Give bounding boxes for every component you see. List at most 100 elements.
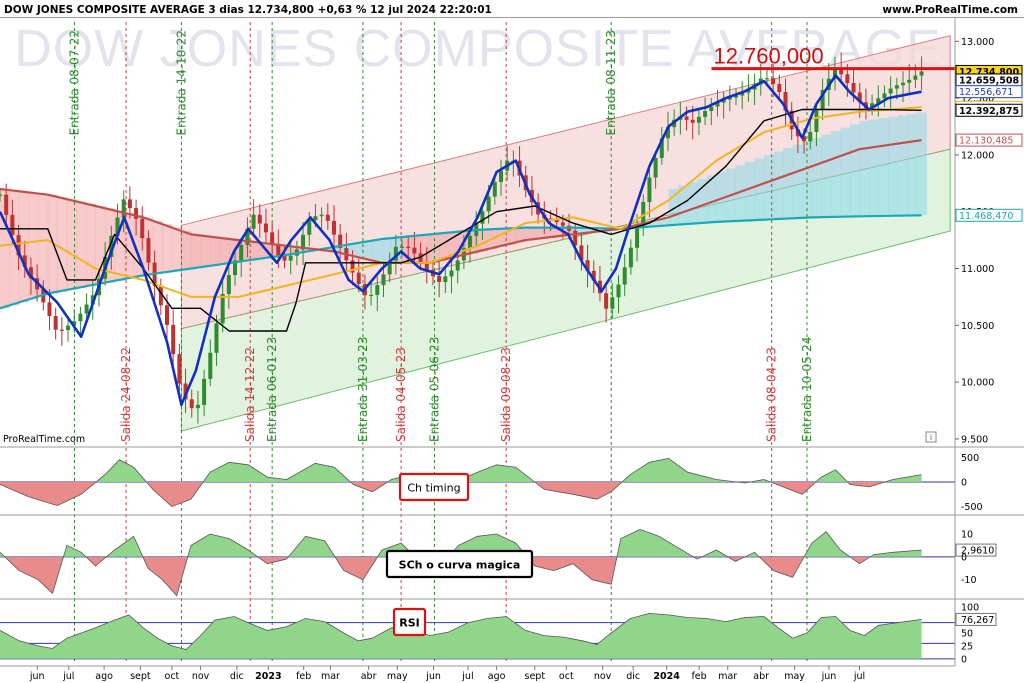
price-box: 12.659,508 <box>955 73 1023 87</box>
site-credit[interactable]: www.ProRealTime.com <box>882 4 1018 16</box>
candle-body <box>771 78 776 85</box>
time-tick-label: abr <box>753 671 769 682</box>
cloud-segment <box>38 193 49 297</box>
cloud-segment <box>878 118 889 216</box>
candle-body <box>870 103 875 109</box>
price-panel: 12.760,000 <box>0 44 955 424</box>
rsi-label: RSI <box>399 617 420 630</box>
positive-area <box>0 458 922 482</box>
price-box-frame <box>955 103 1023 117</box>
candle-body <box>591 270 596 281</box>
time-tick-label: may <box>387 671 408 682</box>
cloud-segment <box>506 228 517 245</box>
cloud-segment <box>687 182 698 224</box>
blue-smoothed-line <box>0 74 922 407</box>
signal-label: Entrada 08-11-23 <box>604 30 618 135</box>
cloud-segment <box>649 221 660 227</box>
candle-body <box>498 170 503 182</box>
candle-body <box>665 127 670 139</box>
cloud-segment <box>668 188 679 226</box>
candle-body <box>894 85 899 89</box>
candle-body <box>888 88 893 94</box>
candle-body <box>690 119 695 123</box>
candle-body <box>400 246 405 248</box>
time-tick-label: 2024 <box>653 671 680 682</box>
cloud-segment <box>210 236 221 266</box>
time-tick-label: sept <box>525 671 546 682</box>
candle-body <box>331 220 336 235</box>
cloud-segment <box>496 228 507 247</box>
candle-body <box>560 222 565 226</box>
signal-label: Entrada 14-10-22 <box>174 30 188 135</box>
cloud-segment <box>343 245 354 254</box>
time-tick-label: dic <box>626 671 640 682</box>
candle-body <box>134 208 139 219</box>
cloud-segment <box>783 148 794 219</box>
cloud-segment <box>544 227 555 238</box>
candle-body <box>802 136 807 142</box>
cloud-segment <box>849 124 860 217</box>
candle-body <box>746 89 751 93</box>
candle-body <box>734 95 739 98</box>
candle-body <box>727 97 732 100</box>
candle-body <box>882 93 887 99</box>
candle-body <box>127 199 132 209</box>
candle-body <box>66 325 71 331</box>
cloud-segment <box>448 232 459 259</box>
candle-body <box>635 226 640 248</box>
cloud-segment <box>582 227 593 234</box>
candle-body <box>406 246 411 248</box>
cloud-segment <box>19 191 30 303</box>
candle-body <box>449 270 454 277</box>
indicator-tick-label: 0 <box>961 478 967 489</box>
time-tick-label: feb <box>691 671 706 682</box>
candle-body <box>109 235 114 257</box>
positive-area <box>0 529 922 557</box>
signal-label: Salida 24-08-22 <box>119 347 133 442</box>
signal-label: Salida 04-05-23 <box>394 347 408 442</box>
cloud-segment <box>830 131 841 217</box>
cloud-segment <box>764 154 775 220</box>
prorealtime-credit: ProRealTime.com <box>3 434 85 445</box>
candle-body <box>492 181 497 197</box>
cloud-segment <box>152 220 163 274</box>
price-tick-label: 12.000 <box>961 150 994 161</box>
price-box: 12.130,485 <box>955 133 1023 147</box>
indicator-tick-label: 0 <box>961 654 967 665</box>
candle-body <box>28 267 33 279</box>
cloud-segment <box>57 196 68 292</box>
signal-label: Salida 08-04-23 <box>765 347 779 442</box>
candle-body <box>585 260 590 271</box>
cloud-segment <box>95 206 106 285</box>
candle-body <box>610 297 615 309</box>
time-tick-label: jul <box>853 671 865 682</box>
indicator-tick-label: 500 <box>961 453 979 464</box>
magic-curve-label: SCh o curva magica <box>399 559 521 572</box>
candle-body <box>338 234 343 249</box>
candle-body <box>257 214 262 224</box>
right-axis: 13.00012.50012.00011.50011.00010.50010.0… <box>954 18 1023 666</box>
candle-body <box>764 78 769 80</box>
cloud-segment <box>563 227 574 236</box>
cloud-segment <box>353 243 364 257</box>
cloud-segment <box>114 210 125 281</box>
candle-body <box>171 324 176 355</box>
candle-body <box>696 116 701 123</box>
info-icon[interactable]: i <box>925 431 937 443</box>
indicator-tick-label: 2,9610 <box>961 546 994 557</box>
candle-body <box>387 260 392 275</box>
candle-body <box>375 285 380 295</box>
candle-body <box>282 256 287 261</box>
candle-body <box>208 352 213 379</box>
time-axis: jun jul ago sept oct nov dic 2023 feb mar abr may ju… <box>0 665 955 682</box>
cloud-segment <box>420 235 431 263</box>
candle-body <box>486 196 491 212</box>
time-tick-label: jun <box>821 671 837 682</box>
time-tick-label: mar <box>321 671 340 682</box>
cloud-segment <box>276 244 287 257</box>
candle-body <box>418 253 423 263</box>
candle-body <box>628 247 633 268</box>
price-tick-label: 11.000 <box>961 264 994 275</box>
candle-body <box>573 230 578 246</box>
